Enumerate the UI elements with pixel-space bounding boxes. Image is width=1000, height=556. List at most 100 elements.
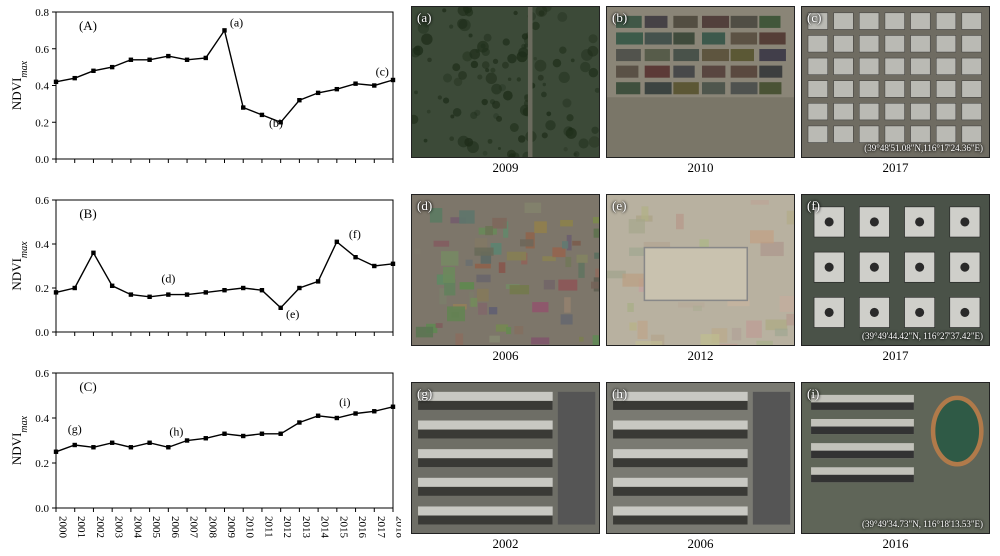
point-annotation: (b) (269, 116, 283, 130)
ytick-label: 0.2 (35, 458, 49, 470)
image-year-caption: 2012 (688, 348, 714, 364)
xtick-label: 2012 (281, 516, 293, 538)
image-year-caption: 2017 (883, 348, 909, 364)
image-cell: (g) 2002 (411, 382, 600, 552)
image-year-caption: 2006 (493, 348, 519, 364)
panel-label: (B) (79, 206, 96, 221)
xtick-label: 2004 (131, 516, 143, 539)
satellite-image: (e) (606, 194, 795, 346)
data-marker (335, 87, 339, 91)
data-marker (391, 405, 395, 409)
image-panel-label: (f) (807, 198, 820, 214)
data-marker (260, 288, 264, 292)
point-annotation: (c) (376, 65, 389, 79)
data-marker (316, 91, 320, 95)
xtick-label: 2010 (244, 516, 256, 539)
xtick-label: 2001 (75, 516, 87, 538)
point-annotation: (e) (286, 307, 299, 321)
data-marker (278, 432, 282, 436)
satellite-image: (i) (39°49'34.73"N, 116°18'13.53"E) (801, 382, 990, 534)
xtick-label: 2015 (337, 516, 349, 539)
satellite-image: (h) (606, 382, 795, 534)
image-panel-label: (b) (612, 10, 627, 26)
data-marker (91, 445, 95, 449)
image-panel-label: (i) (807, 386, 819, 402)
ytick-label: 0.4 (35, 239, 49, 251)
images-column: (a)2009(b)2010(c)(39°48'51.08"N,116°17'2… (401, 6, 990, 552)
data-marker (147, 441, 151, 445)
image-panel-label: (a) (417, 10, 431, 26)
data-marker (185, 292, 189, 296)
ytick-label: 0.4 (35, 81, 49, 93)
data-marker (91, 69, 95, 73)
image-row: (d) 2006 (e) 2012 (f) (39°49'44.42"N, 116°27'… (411, 194, 990, 364)
image-cell: (c) (39°48'51.08"N,116°17'24.36"E) 2017 (801, 6, 990, 176)
data-marker (391, 262, 395, 266)
xtick-label: 2014 (319, 516, 331, 539)
data-marker (260, 113, 264, 117)
image-panel-label: (c) (807, 10, 821, 26)
image-panel-label: (g) (417, 386, 432, 402)
data-marker (147, 295, 151, 299)
data-marker (73, 286, 77, 290)
data-marker (335, 416, 339, 420)
image-year-caption: 2002 (493, 536, 519, 552)
data-marker (73, 76, 77, 80)
data-marker (316, 279, 320, 283)
ytick-label: 0.0 (35, 503, 49, 515)
xtick-label: 2016 (356, 516, 368, 539)
image-panel-label: (e) (612, 198, 626, 214)
y-axis-label: NDVImax (9, 60, 30, 110)
data-marker (110, 65, 114, 69)
xtick-label: 2007 (188, 516, 200, 539)
data-marker (222, 28, 226, 32)
data-marker (54, 290, 58, 294)
image-cell: (h) 2006 (606, 382, 795, 552)
data-marker (241, 105, 245, 109)
data-marker (166, 292, 170, 296)
data-marker (204, 56, 208, 60)
data-marker (147, 58, 151, 62)
image-year-caption: 2017 (883, 160, 909, 176)
xtick-label: 2003 (113, 516, 125, 539)
data-marker (222, 288, 226, 292)
point-annotation: (a) (230, 15, 243, 29)
image-coordinates: (39°49'44.42"N, 116°27'37.42"E) (862, 331, 983, 341)
point-annotation: (i) (339, 395, 350, 409)
image-coordinates: (39°48'51.08"N,116°17'24.36"E) (864, 143, 983, 153)
axes-box (56, 373, 393, 508)
data-marker (222, 432, 226, 436)
satellite-image: (d) (411, 194, 600, 346)
ytick-label: 0.8 (35, 7, 49, 19)
xtick-label: 2013 (300, 516, 312, 539)
point-annotation: (h) (169, 424, 183, 438)
chart-panel-B: 0.00.20.40.6NDVImax(B)(d)(e)(f) (6, 194, 401, 344)
chart-panel-C: 0.00.20.40.62000200120022003200420052006… (6, 367, 401, 552)
point-annotation: (f) (349, 227, 361, 241)
data-marker (297, 286, 301, 290)
image-year-caption: 2006 (688, 536, 714, 552)
data-line (56, 30, 393, 122)
data-marker (166, 54, 170, 58)
xtick-label: 2006 (169, 516, 181, 539)
data-marker (91, 251, 95, 255)
data-marker (204, 290, 208, 294)
data-marker (129, 292, 133, 296)
data-marker (241, 434, 245, 438)
xtick-label: 2002 (94, 516, 106, 538)
data-line (56, 407, 393, 452)
image-row: (a)2009(b)2010(c)(39°48'51.08"N,116°17'2… (411, 6, 990, 176)
satellite-image: (b) (606, 6, 795, 158)
data-marker (297, 420, 301, 424)
data-marker (353, 411, 357, 415)
image-cell: (d) 2006 (411, 194, 600, 364)
data-marker (110, 284, 114, 288)
image-cell: (i)(39°49'34.73"N, 116°18'13.53"E)2016 (801, 382, 990, 552)
data-marker (372, 264, 376, 268)
satellite-image: (g) (411, 382, 600, 534)
image-panel-label: (d) (417, 198, 432, 214)
image-coordinates: (39°49'34.73"N, 116°18'13.53"E) (862, 519, 983, 529)
ytick-label: 0.6 (35, 44, 49, 56)
data-marker (129, 445, 133, 449)
data-marker (353, 255, 357, 259)
